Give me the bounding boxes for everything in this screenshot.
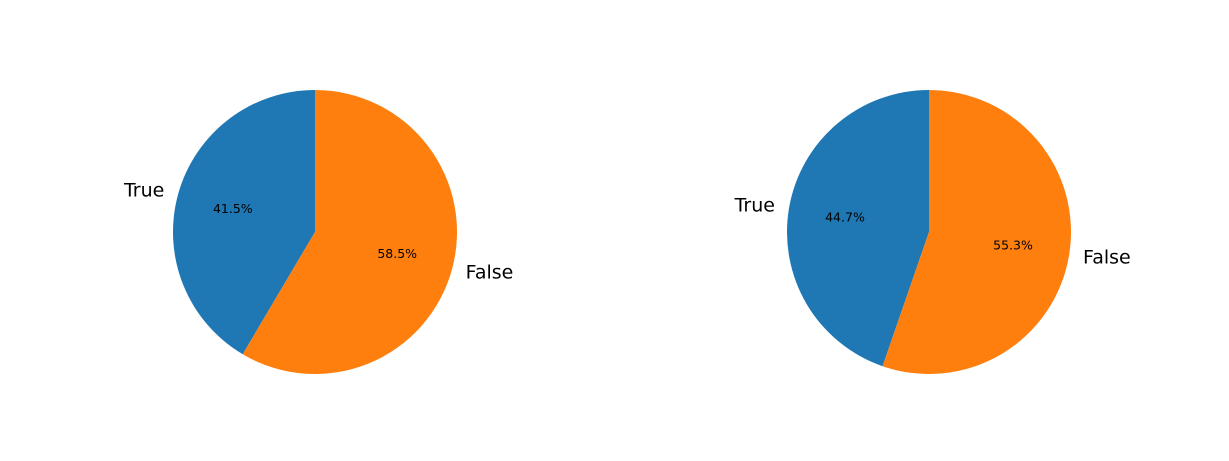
pie-slice-true bbox=[173, 90, 315, 355]
pie-slice-true bbox=[787, 90, 929, 367]
slice-percent-true: 44.7% bbox=[825, 209, 865, 224]
slice-percent-false: 55.3% bbox=[993, 238, 1033, 253]
slice-label-true: True bbox=[123, 179, 164, 201]
pie-slice-false bbox=[882, 90, 1072, 374]
slice-percent-false: 58.5% bbox=[377, 246, 417, 261]
slice-label-true: True bbox=[734, 195, 775, 217]
pie-chart-2: True 44.7% False 55.3% bbox=[734, 90, 1131, 374]
slice-percent-true: 41.5% bbox=[213, 201, 253, 216]
slice-label-false: False bbox=[1083, 246, 1131, 268]
pie-slice-false bbox=[242, 90, 458, 375]
pie-chart-1: True 41.5% False 58.5% bbox=[123, 90, 514, 375]
slice-label-false: False bbox=[466, 262, 514, 284]
